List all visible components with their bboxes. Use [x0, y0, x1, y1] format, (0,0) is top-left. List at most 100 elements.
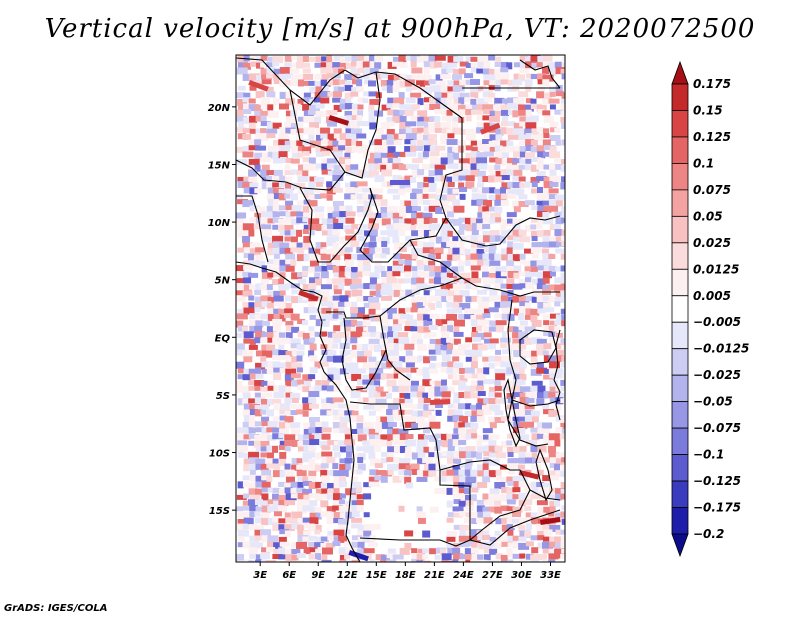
field-cell: [488, 391, 500, 397]
field-cell: [302, 386, 311, 393]
field-cell: [531, 181, 538, 188]
field-cell: [296, 242, 303, 248]
field-cell: [548, 163, 556, 171]
field-cell: [357, 224, 366, 232]
field-cell: [279, 230, 287, 236]
field-cell: [248, 295, 255, 301]
field-cell: [357, 313, 365, 319]
field-cell: [296, 56, 304, 64]
field-cell: [267, 505, 276, 512]
field-cell: [512, 553, 524, 559]
field-cell: [555, 217, 564, 225]
field-cell: [399, 223, 407, 229]
field-cell: [447, 230, 454, 237]
field-cell: [548, 199, 560, 206]
field-cell: [446, 313, 458, 321]
field-cell: [507, 452, 514, 458]
field-cell: [284, 482, 292, 489]
field-cell: [518, 409, 529, 417]
field-cell: [297, 187, 304, 195]
field-cell: [344, 529, 351, 535]
field-cell: [548, 296, 557, 303]
field-cell: [302, 320, 309, 326]
field-cell: [356, 422, 366, 429]
field-cell: [507, 313, 515, 321]
field-cell: [309, 122, 320, 129]
field-cell: [260, 278, 269, 284]
field-cell: [332, 254, 341, 261]
field-cell: [332, 505, 344, 511]
field-cell: [458, 380, 466, 387]
field-cell: [321, 380, 330, 386]
field-cell: [512, 487, 521, 493]
field-cell: [309, 260, 319, 267]
field-cell: [482, 476, 491, 483]
field-cell: [441, 218, 449, 225]
field-cell: [428, 235, 439, 242]
field-cell: [261, 164, 270, 171]
field-cell: [525, 98, 533, 104]
field-cell: [500, 67, 509, 73]
field-cell: [501, 254, 510, 261]
field-cell: [489, 110, 496, 117]
field-cell: [249, 128, 256, 134]
field-cell: [428, 463, 440, 471]
field-cell: [333, 481, 344, 489]
field-cell: [273, 68, 282, 76]
field-cell: [549, 500, 557, 507]
field-cell: [344, 103, 353, 110]
field-cell: [374, 523, 381, 530]
field-cell: [465, 554, 473, 562]
field-cell: [272, 61, 280, 67]
field-cell: [500, 416, 511, 422]
field-cell: [314, 361, 321, 369]
field-cell: [416, 80, 426, 88]
field-cell: [422, 301, 432, 307]
field-cell: [237, 133, 246, 140]
field-cell: [320, 254, 331, 261]
field-cell: [435, 206, 445, 214]
field-cell: [261, 469, 272, 477]
field-cell: [512, 146, 522, 154]
field-cell: [399, 229, 406, 237]
field-cell: [308, 230, 315, 236]
field-cell: [242, 134, 252, 141]
field-cell: [308, 283, 317, 290]
field-cell: [494, 481, 506, 489]
field-cell: [266, 547, 276, 553]
field-cell: [531, 319, 542, 327]
field-cell: [363, 493, 372, 500]
field-cell: [284, 397, 292, 405]
field-cell: [278, 151, 288, 159]
field-cell: [536, 500, 548, 506]
field-cell: [278, 284, 290, 291]
field-cell: [494, 68, 501, 76]
field-cell: [447, 254, 458, 261]
field-cell: [519, 121, 527, 127]
field-cell: [453, 68, 465, 74]
field-cell: [302, 439, 310, 445]
field-cell: [489, 320, 501, 327]
field-cell: [302, 410, 309, 417]
field-cell: [320, 409, 332, 416]
field-cell: [249, 505, 257, 512]
field-cell: [405, 241, 413, 247]
field-cell: [483, 133, 492, 139]
field-cell: [302, 397, 310, 404]
field-cell: [398, 319, 408, 325]
field-cell: [440, 284, 450, 291]
field-cell: [458, 343, 467, 350]
field-cell: [501, 356, 511, 362]
field-cell: [476, 416, 485, 423]
field-cell: [338, 157, 350, 165]
field-cell: [320, 482, 327, 489]
field-cell: [236, 115, 248, 122]
field-cell: [465, 115, 472, 122]
field-cell: [536, 73, 546, 81]
field-cell: [344, 92, 353, 99]
field-cell: [326, 278, 336, 285]
field-cell: [392, 325, 403, 332]
field-cell: [284, 313, 295, 319]
field-cell: [266, 265, 273, 272]
field-cell: [530, 481, 538, 488]
